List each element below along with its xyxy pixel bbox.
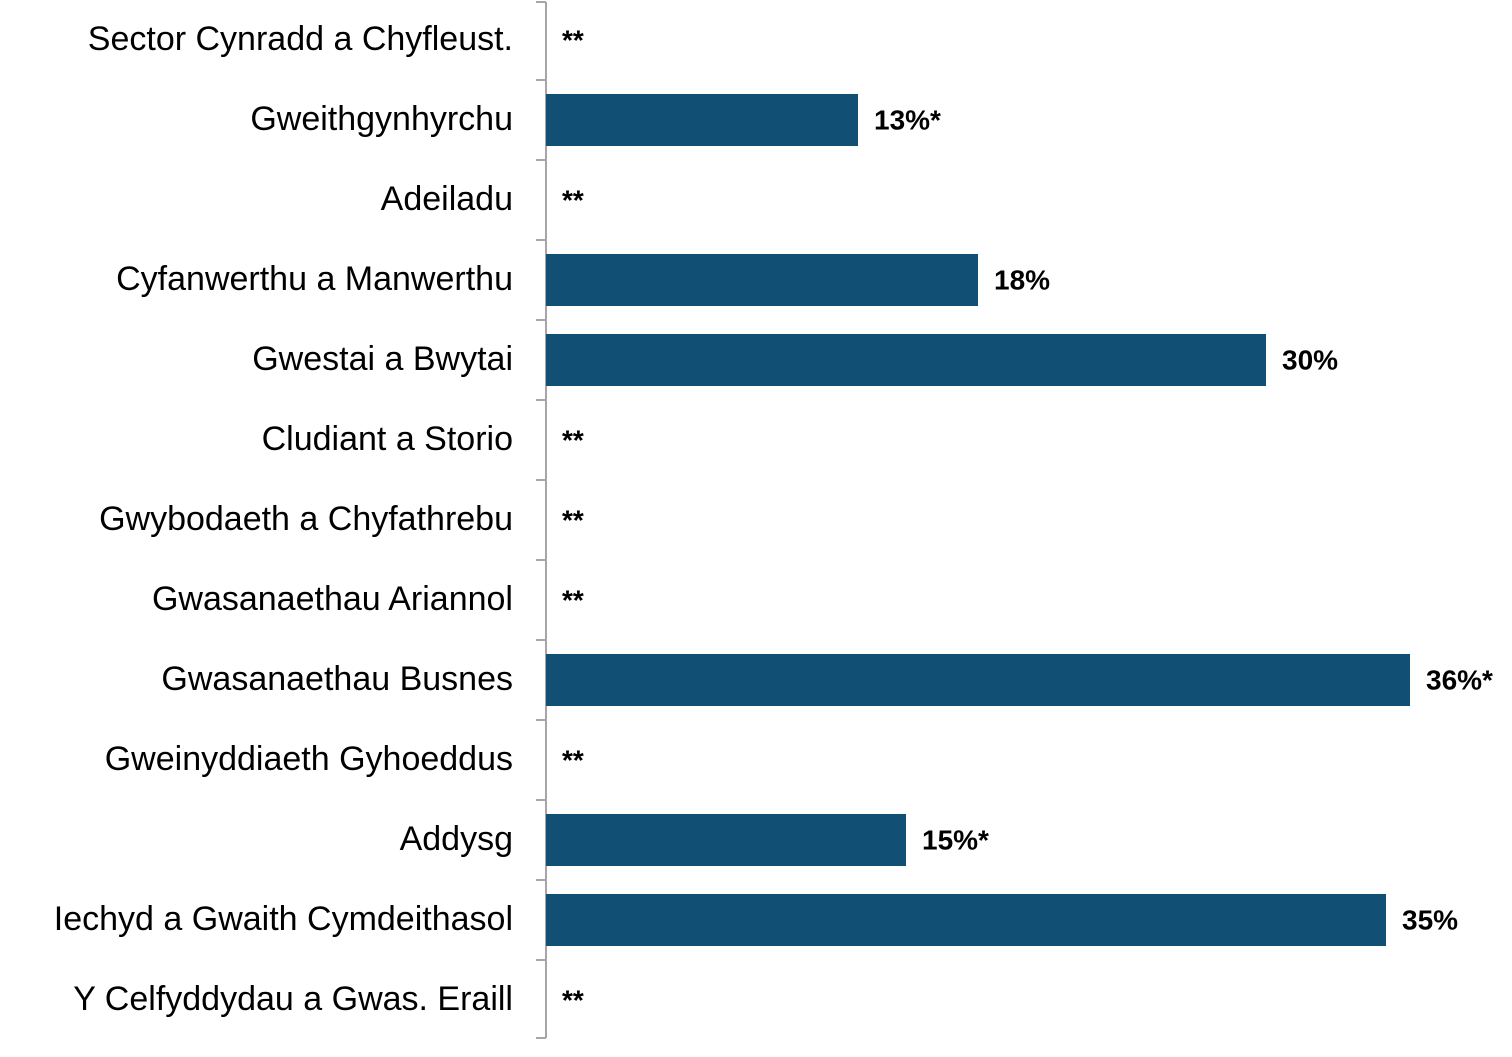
data-label: ** bbox=[562, 504, 584, 535]
category-label: Gwasanaethau Ariannol bbox=[152, 580, 513, 618]
bar bbox=[546, 654, 1410, 706]
category-label: Sector Cynradd a Chyfleust. bbox=[88, 20, 513, 58]
data-label: 13%* bbox=[874, 104, 941, 135]
data-label: ** bbox=[562, 24, 584, 55]
category-label: Iechyd a Gwaith Cymdeithasol bbox=[54, 900, 513, 938]
data-label: 30% bbox=[1282, 344, 1338, 375]
category-label: Gweinyddiaeth Gyhoeddus bbox=[105, 740, 513, 778]
category-label: Adeiladu bbox=[381, 180, 513, 218]
data-label: 15%* bbox=[922, 824, 989, 855]
bar bbox=[546, 814, 906, 866]
bar bbox=[546, 94, 858, 146]
category-label: Cludiant a Storio bbox=[262, 420, 513, 458]
bar bbox=[546, 334, 1266, 386]
category-label: Cyfanwerthu a Manwerthu bbox=[116, 260, 513, 298]
category-label: Gweithgynhyrchu bbox=[250, 100, 513, 138]
data-label: ** bbox=[562, 424, 584, 455]
bar bbox=[546, 894, 1386, 946]
data-label: ** bbox=[562, 984, 584, 1015]
bar bbox=[546, 254, 978, 306]
category-label: Addysg bbox=[400, 820, 513, 858]
category-label: Y Celfyddydau a Gwas. Eraill bbox=[73, 980, 513, 1018]
data-label: ** bbox=[562, 584, 584, 615]
category-label: Gwasanaethau Busnes bbox=[161, 660, 513, 698]
data-label: ** bbox=[562, 744, 584, 775]
category-label: Gwestai a Bwytai bbox=[252, 340, 513, 378]
data-label: 18% bbox=[994, 264, 1050, 295]
data-label: ** bbox=[562, 184, 584, 215]
data-label: 36%* bbox=[1426, 664, 1493, 695]
data-label: 35% bbox=[1402, 904, 1458, 935]
category-label: Gwybodaeth a Chyfathrebu bbox=[99, 500, 513, 538]
